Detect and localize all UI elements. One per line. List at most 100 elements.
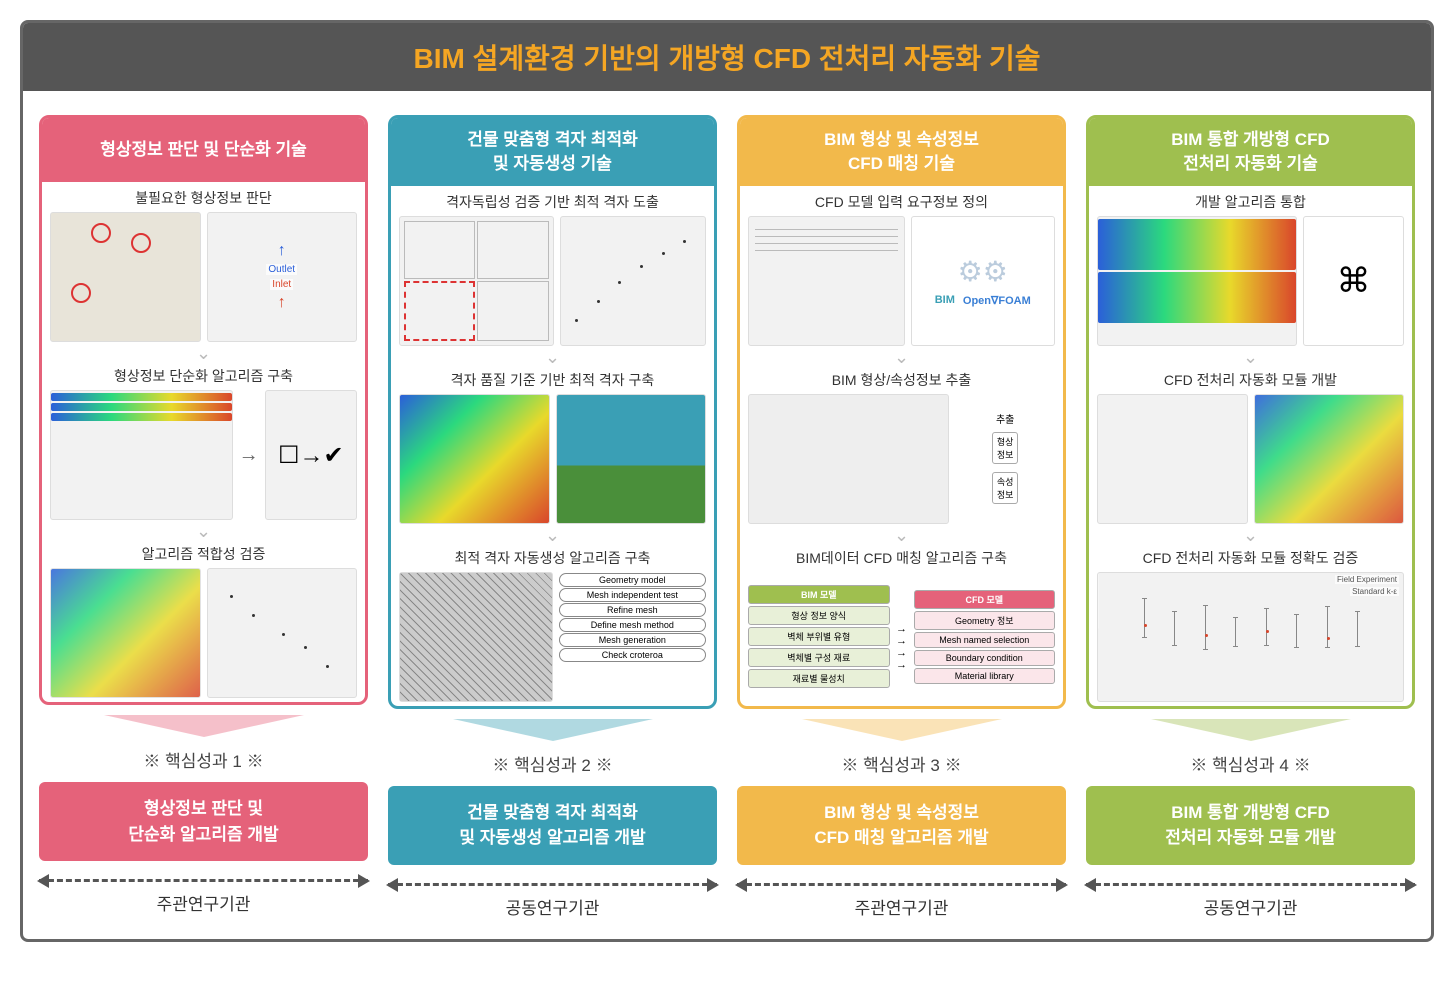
c1-step1: 불필요한 형상정보 판단 ↑ Outlet Inlet ↑ bbox=[42, 182, 365, 346]
dashed-range-icon bbox=[1086, 883, 1415, 886]
c3-step2-title: BIM 형상/속성정보 추출 bbox=[748, 370, 1055, 390]
c2-step1: 격자독립성 검증 기반 최적 격자 도출 bbox=[391, 186, 714, 350]
attr-info-box: 속성 정보 bbox=[992, 472, 1019, 504]
c4-step2-title: CFD 전처리 자동화 모듈 개발 bbox=[1097, 370, 1404, 390]
down-arrow-icon bbox=[453, 719, 653, 741]
column-4-header: BIM 통합 개방형 CFD 전처리 자동화 기술 bbox=[1089, 118, 1412, 186]
c4-step2: CFD 전처리 자동화 모듈 개발 bbox=[1089, 364, 1412, 528]
cfd-contour-placeholder bbox=[50, 568, 201, 698]
c4-step3-title: CFD 전처리 자동화 모듈 정확도 검증 bbox=[1097, 548, 1404, 568]
bim-label: BIM bbox=[935, 294, 955, 307]
dashed-range-icon bbox=[737, 883, 1066, 886]
title-bar: BIM 설계환경 기반의 개방형 CFD 전처리 자동화 기술 bbox=[23, 23, 1431, 91]
convergence-chart-placeholder bbox=[560, 216, 707, 346]
columns-row: 형상정보 판단 및 단순화 기술 불필요한 형상정보 판단 ↑ Outlet I… bbox=[23, 91, 1431, 939]
inlet-arrow-icon: ↑ bbox=[278, 294, 286, 312]
c1-step2: 형상정보 단순화 알고리즘 구축 → ☐→✔ bbox=[42, 360, 365, 524]
shape-info-box: 형상 정보 bbox=[992, 432, 1019, 464]
result-box-4: BIM 통합 개방형 CFD 전처리 자동화 모듈 개발 bbox=[1086, 786, 1415, 865]
input-spec-placeholder bbox=[748, 216, 905, 346]
flow-item: Mesh independent test bbox=[559, 588, 706, 602]
extract-label: 추출 bbox=[996, 411, 1014, 426]
column-1: 형상정보 판단 및 단순화 기술 불필요한 형상정보 판단 ↑ Outlet I… bbox=[39, 115, 368, 919]
dashed-range-icon bbox=[388, 883, 717, 886]
result-label-3: ※ 핵심성과 3 ※ bbox=[841, 751, 961, 776]
c2-step2: 격자 품질 기준 기반 최적 격자 구축 bbox=[391, 364, 714, 528]
c2-step3: 최적 격자 자동생성 알고리즘 구축 Geometry model Mesh i… bbox=[391, 542, 714, 706]
c4-step1: 개발 알고리즘 통합 ⌘ bbox=[1089, 186, 1412, 350]
c2-step1-title: 격자독립성 검증 기반 최적 격자 도출 bbox=[399, 192, 706, 212]
diagram-container: BIM 설계환경 기반의 개방형 CFD 전처리 자동화 기술 형상정보 판단 … bbox=[20, 20, 1434, 942]
c3-step3-title: BIM데이터 CFD 매칭 알고리즘 구축 bbox=[748, 548, 1055, 568]
result-box-1: 형상정보 판단 및 단순화 알고리즘 개발 bbox=[39, 782, 368, 861]
c3-step1-title: CFD 모델 입력 요구정보 정의 bbox=[748, 192, 1055, 212]
result-box-2: 건물 맞춤형 격자 최적화 및 자동생성 알고리즘 개발 bbox=[388, 786, 717, 865]
room-3d-placeholder bbox=[50, 212, 201, 342]
outlet-label: Outlet bbox=[266, 264, 297, 275]
column-2-header: 건물 맞춤형 격자 최적화 및 자동생성 기술 bbox=[391, 118, 714, 186]
column-4-box: BIM 통합 개방형 CFD 전처리 자동화 기술 개발 알고리즘 통합 ⌘ ⌄… bbox=[1086, 115, 1415, 709]
c3-step1: CFD 모델 입력 요구정보 정의 ⚙⚙ BIM Open bbox=[740, 186, 1063, 350]
org-label-4: 공동연구기관 bbox=[1204, 894, 1298, 919]
openfoam-label: Open∇FOAM bbox=[963, 294, 1031, 307]
accuracy-chart-placeholder: Field Experiment Standard k-ε Wind veloc… bbox=[1097, 572, 1404, 702]
org-label-2: 공동연구기관 bbox=[506, 894, 600, 919]
mesh-quality-placeholder bbox=[399, 394, 550, 524]
legend-1: Field Experiment bbox=[1335, 575, 1399, 584]
c2-step2-title: 격자 품질 기준 기반 최적 격자 구축 bbox=[399, 370, 706, 390]
flow-item: Check croteroa bbox=[559, 648, 706, 662]
column-3-box: BIM 형상 및 속성정보 CFD 매칭 기술 CFD 모델 입력 요구정보 정… bbox=[737, 115, 1066, 709]
org-label-3: 주관연구기관 bbox=[855, 894, 949, 919]
column-3-header: BIM 형상 및 속성정보 CFD 매칭 기술 bbox=[740, 118, 1063, 186]
c1-step3-title: 알고리즘 적합성 검증 bbox=[50, 544, 357, 564]
module-ui-placeholder bbox=[1097, 394, 1248, 524]
map-right-item: Material library bbox=[914, 668, 1056, 684]
c3-step2: BIM 형상/속성정보 추출 추출 형상 정보 속성 정보 bbox=[740, 364, 1063, 528]
c4-step1-title: 개발 알고리즘 통합 bbox=[1097, 192, 1404, 212]
validation-chart-placeholder bbox=[207, 568, 358, 698]
map-left-item: 벽체 부위별 유형 bbox=[748, 627, 890, 646]
flow-item: Geometry model bbox=[559, 573, 706, 587]
result-label-2: ※ 핵심성과 2 ※ bbox=[492, 751, 612, 776]
result-box-3: BIM 형상 및 속성정보 CFD 매칭 알고리즘 개발 bbox=[737, 786, 1066, 865]
map-right-item: Mesh named selection bbox=[914, 632, 1056, 648]
gear-icon: ⚙⚙ bbox=[958, 255, 1008, 288]
auto-mesh-placeholder bbox=[399, 572, 553, 702]
simplify-before-placeholder bbox=[50, 390, 233, 520]
result-label-1: ※ 핵심성과 1 ※ bbox=[143, 747, 263, 772]
c1-step3: 알고리즘 적합성 검증 bbox=[42, 538, 365, 702]
bim-extract-placeholder bbox=[748, 394, 949, 524]
dashed-range-icon bbox=[39, 879, 368, 882]
voxel-building-placeholder bbox=[556, 394, 707, 524]
result-label-4: ※ 핵심성과 4 ※ bbox=[1190, 751, 1310, 776]
arrow-right-icon: → bbox=[239, 444, 259, 467]
map-right-item: Boundary condition bbox=[914, 650, 1056, 666]
map-left-head: BIM 모델 bbox=[748, 585, 890, 604]
legend-2: Standard k-ε bbox=[1350, 587, 1399, 596]
flow-item: Mesh generation bbox=[559, 633, 706, 647]
down-arrow-icon bbox=[802, 719, 1002, 741]
column-1-header: 형상정보 판단 및 단순화 기술 bbox=[42, 118, 365, 182]
column-1-box: 형상정보 판단 및 단순화 기술 불필요한 형상정보 판단 ↑ Outlet I… bbox=[39, 115, 368, 705]
column-2: 건물 맞춤형 격자 최적화 및 자동생성 기술 격자독립성 검증 기반 최적 격… bbox=[388, 115, 717, 919]
down-arrow-icon bbox=[104, 715, 304, 737]
module-mesh-placeholder bbox=[1254, 394, 1405, 524]
c1-step2-title: 형상정보 단순화 알고리즘 구축 bbox=[50, 366, 357, 386]
integration-graph-icon: ⌘ bbox=[1303, 216, 1404, 346]
flow-item: Define mesh method bbox=[559, 618, 706, 632]
mesh-flow-list: Geometry model Mesh independent test Ref… bbox=[559, 572, 706, 702]
mesh-independence-placeholder bbox=[399, 216, 554, 346]
map-left-item: 벽체별 구성 재료 bbox=[748, 648, 890, 667]
flow-item: Refine mesh bbox=[559, 603, 706, 617]
c2-step3-title: 최적 격자 자동생성 알고리즘 구축 bbox=[399, 548, 706, 568]
column-3: BIM 형상 및 속성정보 CFD 매칭 기술 CFD 모델 입력 요구정보 정… bbox=[737, 115, 1066, 919]
c4-step3: CFD 전처리 자동화 모듈 정확도 검증 Field Experiment S… bbox=[1089, 542, 1412, 706]
outlet-arrow-icon: ↑ bbox=[278, 242, 286, 260]
inlet-label: Inlet bbox=[270, 279, 293, 290]
ylabel: Wind velocity (m/s) bbox=[1097, 572, 1099, 629]
flowchart-check-placeholder: ☐→✔ bbox=[265, 390, 357, 520]
map-right-head: CFD 모델 bbox=[914, 590, 1056, 609]
column-4: BIM 통합 개방형 CFD 전처리 자동화 기술 개발 알고리즘 통합 ⌘ ⌄… bbox=[1086, 115, 1415, 919]
c1-step1-title: 불필요한 형상정보 판단 bbox=[50, 188, 357, 208]
down-arrow-icon bbox=[1151, 719, 1351, 741]
